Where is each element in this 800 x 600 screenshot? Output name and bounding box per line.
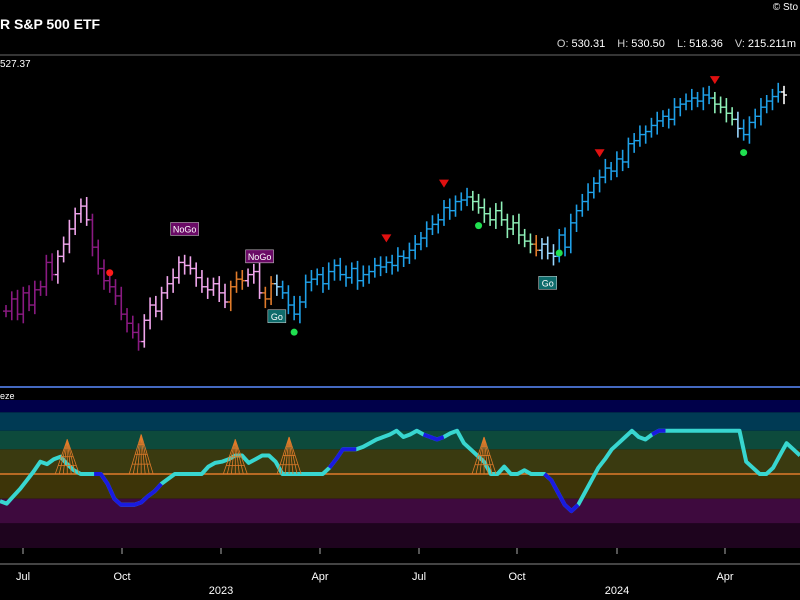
squeeze-cone	[471, 436, 497, 475]
oscillator-band-2	[0, 430, 800, 450]
ohlc-readout: O: 530.31 H: 530.50 L: 518.36 V: 215.211m	[548, 38, 796, 50]
squeeze-segment	[94, 472, 163, 507]
nogo-badge	[170, 222, 199, 236]
down-triangle	[709, 76, 720, 85]
nogo-label: NoGo	[173, 224, 197, 234]
last-price-label: 527.37	[0, 59, 31, 70]
x-tick-label: Apr	[716, 571, 733, 583]
oscillator-label: eze	[0, 391, 15, 401]
oscillator-band-0	[0, 400, 800, 413]
high-key: H:	[617, 38, 629, 50]
open-value: 530.31	[571, 38, 606, 50]
oscillator-band-6	[0, 523, 800, 548]
squeeze-cone	[54, 439, 80, 475]
squeeze-segment	[422, 432, 445, 442]
volume-key: V:	[734, 38, 745, 50]
green-dot	[740, 149, 748, 157]
nogo-badge	[245, 249, 274, 264]
down-triangle	[438, 179, 449, 188]
signal-marks: NoGo NoGo Go Go	[106, 76, 748, 336]
x-tick-label: Jul	[412, 571, 426, 583]
down-triangle	[381, 234, 392, 243]
green-dot	[555, 249, 563, 257]
x-axis: Jul Oct 2023 Apr Jul Oct 2024 Apr	[16, 548, 734, 597]
low-key: L:	[676, 38, 687, 50]
open-key: O:	[556, 38, 569, 50]
low-value: 518.36	[689, 38, 723, 50]
x-tick-label: 2024	[605, 585, 629, 597]
x-tick-label: Jul	[16, 571, 30, 583]
squeeze-segment	[327, 447, 357, 470]
go-badge	[538, 276, 557, 290]
oscillator-bands	[0, 400, 800, 548]
oscillator-band-5	[0, 498, 800, 524]
logo: © Sto	[772, 2, 798, 13]
oscillator-band-1	[0, 412, 800, 431]
red-dot	[106, 269, 114, 277]
x-tick-label: 2023	[209, 585, 233, 597]
x-tick-label: Apr	[311, 571, 328, 583]
nogo-label: NoGo	[248, 252, 272, 262]
x-tick-label: Oct	[113, 571, 130, 583]
go-badge	[267, 309, 287, 324]
squeeze-cone	[222, 439, 248, 475]
green-dot	[290, 328, 298, 336]
oscillator-band-3	[0, 449, 800, 474]
squeeze-cone	[276, 436, 302, 475]
chart-title: R S&P 500 ETF	[0, 16, 101, 32]
oscillator-lines	[0, 428, 800, 513]
oscillator-band-4	[0, 474, 800, 499]
green-dot	[475, 222, 483, 230]
go-label: Go	[271, 312, 283, 322]
go-label: Go	[542, 278, 554, 288]
down-triangle	[594, 149, 605, 158]
squeeze-segment	[651, 428, 666, 437]
volume-value: 215.211m	[747, 38, 796, 50]
x-tick-label: Oct	[508, 571, 525, 583]
squeeze-segment	[543, 472, 580, 513]
high-value: 530.50	[631, 38, 665, 50]
price-bars	[3, 82, 787, 351]
squeeze-cone	[128, 434, 154, 475]
